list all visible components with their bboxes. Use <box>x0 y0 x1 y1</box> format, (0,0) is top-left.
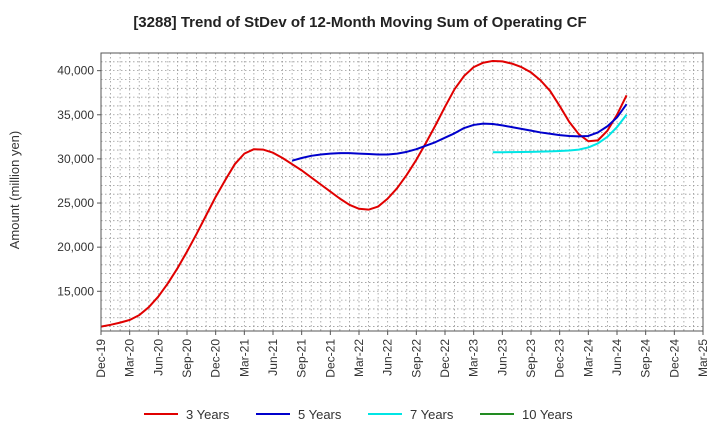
x-tick-label: Sep-22 <box>409 339 423 378</box>
x-tick-label: Jun-23 <box>495 339 509 376</box>
x-tick-label: Mar-25 <box>696 339 710 377</box>
x-tick-label: Sep-20 <box>180 339 194 378</box>
x-tick-label: Jun-20 <box>151 339 165 376</box>
x-tick-label: Sep-24 <box>639 339 653 378</box>
y-tick-label: 20,000 <box>57 240 94 254</box>
series-line-7-years <box>492 114 628 154</box>
y-axis-label: Amount (million yen) <box>7 131 22 250</box>
legend: 3 Years 5 Years 7 Years 10 Years <box>144 407 573 422</box>
plot-frame <box>100 52 704 332</box>
y-tick-label: 25,000 <box>57 196 94 210</box>
x-tick-label: Sep-23 <box>524 339 538 378</box>
x-tick-label: Jun-21 <box>266 339 280 376</box>
x-tick-label: Jun-24 <box>610 339 624 376</box>
x-tick-label: Mar-20 <box>123 339 137 377</box>
series-layer <box>100 59 628 328</box>
x-tick-label: Mar-21 <box>237 339 251 377</box>
x-tick-label: Dec-22 <box>438 339 452 378</box>
legend-label-5-years: 5 Years <box>298 407 342 422</box>
x-tick-label: Mar-22 <box>352 339 366 377</box>
x-tick-label: Sep-21 <box>295 339 309 378</box>
x-tick-label: Dec-20 <box>209 339 223 378</box>
legend-label-3-years: 3 Years <box>186 407 230 422</box>
y-tick-label: 30,000 <box>57 152 94 166</box>
y-tick-label: 35,000 <box>57 108 94 122</box>
x-tick-label: Dec-23 <box>553 339 567 378</box>
legend-label-7-years: 7 Years <box>410 407 454 422</box>
grid-layer <box>100 52 704 331</box>
chart-title: [3288] Trend of StDev of 12-Month Moving… <box>133 14 586 31</box>
legend-label-10-years: 10 Years <box>522 407 573 422</box>
axis-layer: 15,000 20,000 25,000 30,000 35,000 40,000 Dec-… <box>57 52 710 378</box>
x-tick-label: Jun-22 <box>381 339 395 376</box>
x-tick-label: Mar-24 <box>581 339 595 377</box>
series-line-3-years <box>100 59 628 328</box>
x-tick-label: Dec-21 <box>323 339 337 378</box>
y-tick-label: 40,000 <box>57 64 94 78</box>
series-line-5-years <box>291 103 628 162</box>
x-tick-label: Dec-24 <box>667 339 681 378</box>
y-tick-label: 15,000 <box>57 284 94 298</box>
x-tick-label: Mar-23 <box>467 339 481 377</box>
x-tick-label: Dec-19 <box>94 339 108 378</box>
